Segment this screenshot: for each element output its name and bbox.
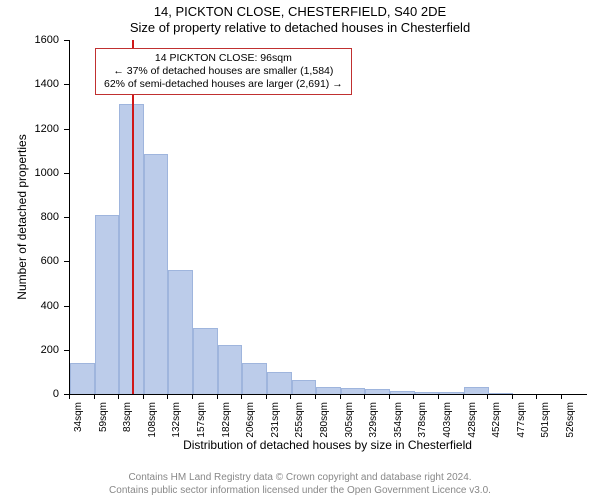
x-tick-label: 526sqm <box>565 402 576 442</box>
x-tick-mark <box>536 394 537 399</box>
y-tick-label: 1600 <box>0 34 59 46</box>
x-axis-label: Distribution of detached houses by size … <box>69 438 586 452</box>
x-tick-mark <box>438 394 439 399</box>
x-tick-label: 34sqm <box>73 402 84 442</box>
x-tick-label: 403sqm <box>442 402 453 442</box>
x-tick-label: 428sqm <box>467 402 478 442</box>
histogram-bar <box>218 345 243 394</box>
x-tick-label: 83sqm <box>122 402 133 442</box>
histogram-bar <box>390 391 415 394</box>
x-tick-mark <box>364 394 365 399</box>
histogram-bar <box>168 270 193 394</box>
title-line-1: 14, PICKTON CLOSE, CHESTERFIELD, S40 2DE <box>0 4 600 19</box>
x-tick-label: 280sqm <box>319 402 330 442</box>
x-tick-label: 452sqm <box>491 402 502 442</box>
x-tick-mark <box>266 394 267 399</box>
x-tick-mark <box>389 394 390 399</box>
x-tick-mark <box>290 394 291 399</box>
x-tick-mark <box>118 394 119 399</box>
y-tick-label: 200 <box>0 344 59 356</box>
x-tick-mark <box>463 394 464 399</box>
x-tick-mark <box>143 394 144 399</box>
x-tick-label: 132sqm <box>171 402 182 442</box>
x-tick-label: 206sqm <box>245 402 256 442</box>
histogram-bar <box>365 389 390 394</box>
annotation-box: 14 PICKTON CLOSE: 96sqm ← 37% of detache… <box>95 48 352 95</box>
x-tick-mark <box>315 394 316 399</box>
y-tick-label: 1000 <box>0 167 59 179</box>
annotation-line-2: ← 37% of detached houses are smaller (1,… <box>104 65 343 78</box>
histogram-bar <box>193 328 218 394</box>
x-tick-mark <box>192 394 193 399</box>
x-tick-label: 354sqm <box>393 402 404 442</box>
histogram-bar <box>267 372 292 394</box>
histogram-bar <box>489 393 514 394</box>
annotation-line-1: 14 PICKTON CLOSE: 96sqm <box>104 52 343 65</box>
x-tick-mark <box>512 394 513 399</box>
x-tick-label: 231sqm <box>270 402 281 442</box>
x-tick-mark <box>217 394 218 399</box>
title-line-2: Size of property relative to detached ho… <box>0 20 600 35</box>
x-tick-label: 59sqm <box>98 402 109 442</box>
x-tick-mark <box>241 394 242 399</box>
footer-line-1: Contains HM Land Registry data © Crown c… <box>0 472 600 485</box>
x-tick-mark <box>561 394 562 399</box>
x-tick-label: 255sqm <box>294 402 305 442</box>
x-tick-label: 108sqm <box>147 402 158 442</box>
x-tick-mark <box>94 394 95 399</box>
x-tick-label: 477sqm <box>516 402 527 442</box>
x-tick-mark <box>413 394 414 399</box>
histogram-bar <box>341 388 366 394</box>
histogram-bar <box>439 392 464 394</box>
histogram-bar <box>70 363 95 394</box>
histogram-bar <box>464 387 489 394</box>
x-tick-label: 157sqm <box>196 402 207 442</box>
page-root: 14, PICKTON CLOSE, CHESTERFIELD, S40 2DE… <box>0 0 600 500</box>
histogram-bar <box>415 392 440 394</box>
x-tick-label: 329sqm <box>368 402 379 442</box>
histogram-bar <box>144 154 169 394</box>
footer: Contains HM Land Registry data © Crown c… <box>0 472 600 497</box>
x-tick-mark <box>167 394 168 399</box>
x-tick-label: 378sqm <box>417 402 428 442</box>
x-tick-label: 182sqm <box>221 402 232 442</box>
x-tick-label: 501sqm <box>540 402 551 442</box>
footer-line-2: Contains public sector information licen… <box>0 485 600 498</box>
x-tick-mark <box>340 394 341 399</box>
histogram-bar <box>242 363 267 394</box>
histogram-bar <box>292 380 317 394</box>
y-tick-label: 400 <box>0 300 59 312</box>
y-tick-label: 800 <box>0 211 59 223</box>
y-tick-label: 1200 <box>0 123 59 135</box>
y-tick-label: 1400 <box>0 78 59 90</box>
histogram-bar <box>95 215 120 394</box>
y-tick-label: 0 <box>0 388 59 400</box>
chart-title: 14, PICKTON CLOSE, CHESTERFIELD, S40 2DE… <box>0 4 600 35</box>
histogram-bar <box>316 387 341 394</box>
annotation-line-3: 62% of semi-detached houses are larger (… <box>104 78 343 91</box>
x-tick-mark <box>487 394 488 399</box>
x-tick-label: 305sqm <box>344 402 355 442</box>
y-tick-label: 600 <box>0 255 59 267</box>
x-tick-mark <box>69 394 70 399</box>
